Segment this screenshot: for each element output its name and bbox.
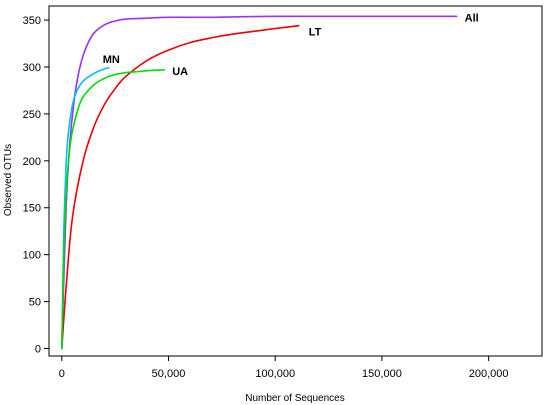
y-tick-label: 150: [23, 203, 41, 215]
y-tick-label: 350: [23, 15, 41, 27]
series-lines: [61, 15, 458, 350]
x-tick-label: 200,000: [469, 368, 509, 380]
series-label-all: All: [465, 12, 479, 24]
y-tick-label: 100: [23, 250, 41, 262]
series-labels: All LT MN UA: [103, 12, 479, 77]
x-tick-label: 50,000: [152, 368, 186, 380]
series-line-all: [61, 15, 458, 350]
series-line-ua: [61, 69, 165, 350]
y-tick-label: 0: [35, 343, 41, 355]
y-axis: 0 50 100 150 200 250 300 350: [23, 15, 49, 355]
y-axis-title: Observed OTUs: [3, 144, 14, 216]
y-tick-label: 250: [23, 109, 41, 121]
plot-frame: [48, 5, 543, 357]
x-axis: 0 50,000 100,000 150,000 200,000: [59, 356, 509, 380]
x-tick-label: 150,000: [362, 368, 402, 380]
series-label-lt: LT: [309, 27, 322, 39]
y-tick-label: 300: [23, 62, 41, 74]
x-tick-label: 0: [59, 368, 65, 380]
x-tick-label: 100,000: [255, 368, 295, 380]
series-line-lt: [61, 24, 300, 350]
series-label-mn: MN: [103, 54, 120, 66]
series-label-ua: UA: [172, 66, 188, 78]
series-line-mn: [61, 67, 110, 350]
y-tick-label: 200: [23, 156, 41, 168]
x-axis-title: Number of Sequences: [245, 393, 345, 404]
y-tick-label: 50: [29, 297, 41, 309]
